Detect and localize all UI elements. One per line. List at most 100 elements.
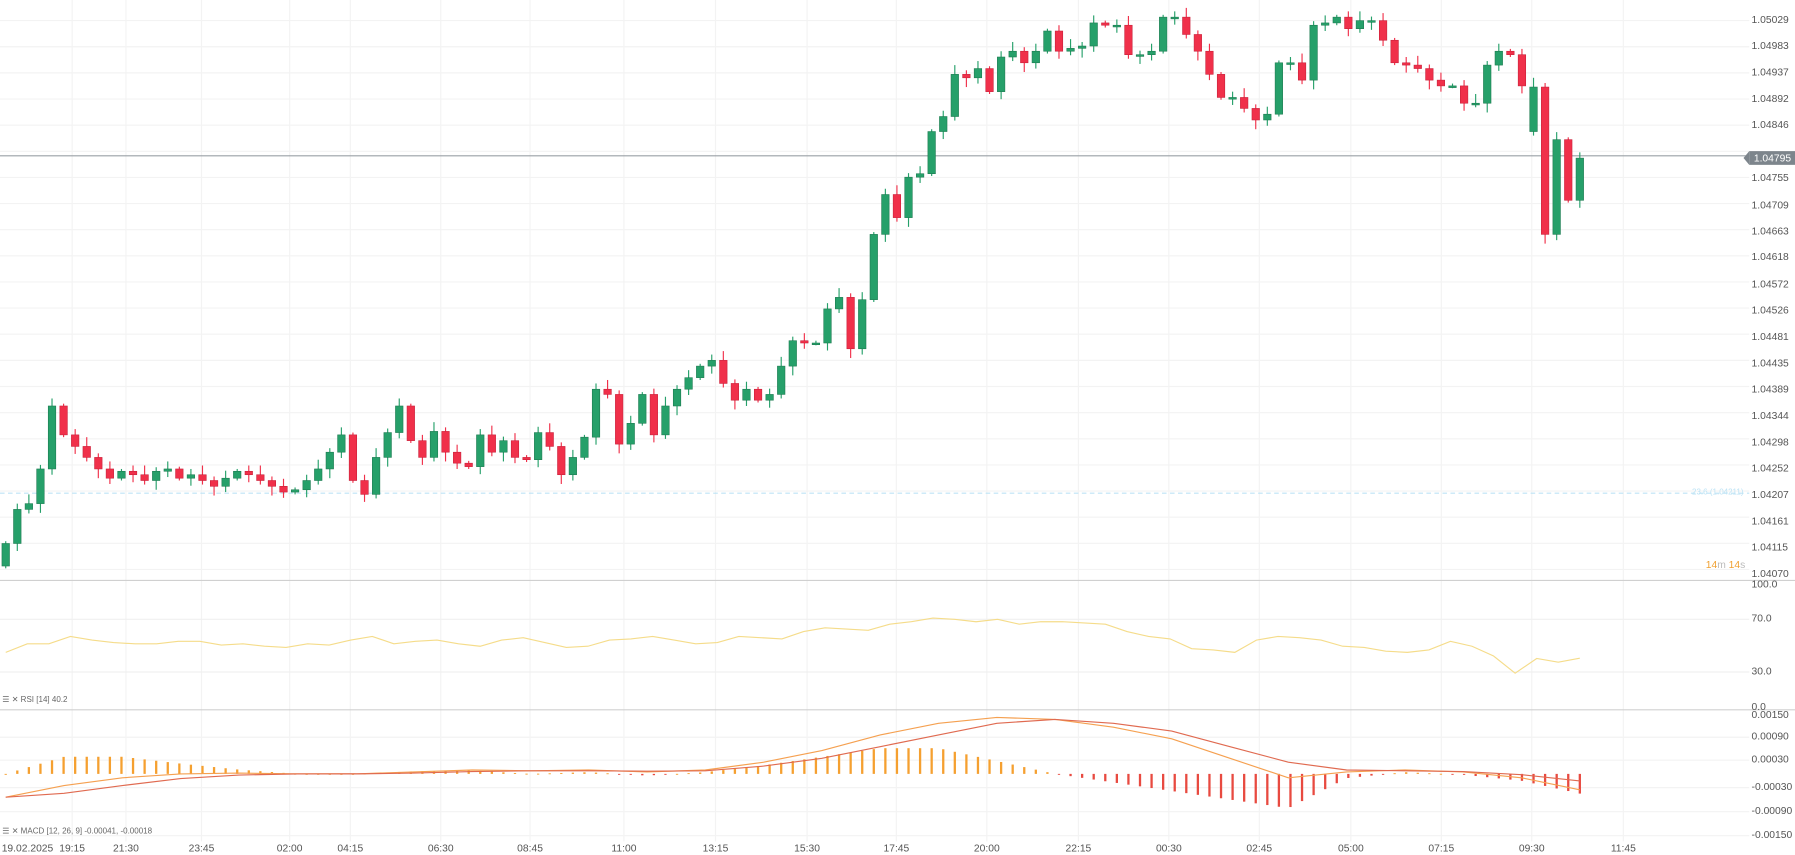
macd-histogram-bar	[1405, 772, 1408, 774]
price-tick: 1.05029	[1751, 13, 1789, 26]
macd-histogram-bar	[548, 773, 551, 775]
price-tick: 1.04937	[1751, 66, 1789, 79]
current-price-label: 1.04795	[1743, 151, 1795, 165]
macd-histogram-bar	[618, 773, 621, 775]
rsi-tick: 0.0	[1751, 700, 1766, 713]
macd-histogram-bar	[1532, 773, 1535, 784]
price-tick: 1.04207	[1751, 488, 1789, 501]
bullish-candle	[707, 360, 716, 367]
bullish-candle	[1309, 24, 1318, 81]
macd-histogram-bar	[1462, 773, 1466, 775]
settings-icon[interactable]: ☰	[2, 696, 10, 705]
macd-histogram-bar	[1243, 773, 1246, 802]
fib-level-label: 23.6 (1.04211)	[1692, 488, 1744, 497]
price-tick: 1.04344	[1751, 409, 1789, 421]
time-tick: 19.02.2025	[1, 842, 54, 855]
macd-histogram-bar	[247, 770, 250, 774]
bullish-candle	[881, 194, 890, 235]
bullish-candle	[534, 432, 543, 460]
macd-histogram-bar	[999, 761, 1003, 774]
bearish-candle	[1182, 16, 1191, 35]
settings-icon[interactable]: ☰	[2, 827, 10, 836]
macd-histogram-bar	[1358, 773, 1362, 777]
macd-histogram-bar	[1150, 773, 1153, 789]
macd-histogram-bar	[16, 770, 19, 774]
price-tick: 1.04252	[1751, 462, 1789, 475]
macd-histogram-bar	[699, 772, 702, 774]
close-icon[interactable]: ✕	[11, 696, 19, 705]
bullish-candle	[1286, 62, 1295, 65]
time-tick: 05:00	[1337, 842, 1364, 855]
bullish-candle	[973, 68, 983, 79]
macd-histogram-bar	[212, 767, 216, 774]
bearish-candle	[94, 457, 103, 470]
macd-histogram-bar	[1115, 773, 1118, 783]
time-tick: 15:30	[794, 842, 820, 855]
bullish-candle	[904, 176, 913, 218]
time-tick: 08:45	[517, 842, 543, 855]
bullish-candle	[1448, 85, 1457, 88]
bullish-candle	[337, 434, 346, 453]
price-tick: 1.04892	[1751, 92, 1789, 105]
time-tick: 04:15	[337, 842, 364, 855]
bullish-candle	[221, 477, 230, 487]
macd-histogram-bar	[1277, 773, 1281, 807]
countdown-seconds: 14	[1728, 558, 1741, 571]
bearish-candle	[406, 405, 415, 441]
time-tick: 20:00	[973, 842, 1000, 855]
rsi-tick: 30.0	[1751, 665, 1772, 677]
macd-histogram-bar	[664, 773, 667, 775]
macd-histogram-bar	[1080, 773, 1084, 778]
macd-legend[interactable]: ☰ ✕ MACD [12, 26, 9] -0.00041, -0.00018	[2, 827, 152, 836]
bearish-candle	[649, 394, 658, 436]
macd-signal-line	[5, 718, 1580, 798]
macd-histogram-bar	[884, 748, 887, 774]
macd-histogram-bar	[236, 769, 239, 774]
bullish-candle	[1089, 22, 1098, 47]
bullish-candle	[1494, 50, 1503, 66]
macd-histogram-bar	[97, 756, 100, 774]
bullish-candle	[1332, 16, 1341, 24]
bearish-candle	[1344, 16, 1353, 29]
bullish-candle	[997, 56, 1006, 92]
bullish-candle	[499, 440, 508, 453]
bearish-candle	[59, 405, 68, 436]
bearish-candle	[140, 474, 149, 481]
bearish-candle	[1390, 39, 1399, 64]
bullish-candle	[1552, 139, 1561, 235]
macd-histogram-bar	[895, 748, 899, 774]
bullish-candle	[24, 503, 33, 510]
bearish-candle	[1297, 62, 1307, 81]
close-icon[interactable]: ✕	[11, 827, 19, 836]
price-tick: 1.04389	[1751, 383, 1789, 395]
rsi-tick: 100.0	[1751, 578, 1778, 590]
time-tick: 22:15	[1065, 842, 1092, 855]
bearish-candle	[244, 470, 253, 476]
macd-histogram-bar	[756, 765, 760, 774]
macd-histogram-bar	[1254, 773, 1257, 804]
bullish-candle	[939, 116, 948, 132]
macd-tick: 0.00030	[1751, 753, 1789, 765]
bullish-candle	[1529, 86, 1538, 132]
macd-histogram-bar	[1393, 773, 1396, 775]
macd-histogram-bar	[1196, 773, 1200, 795]
macd-histogram-bar	[525, 773, 528, 775]
time-tick: 09:30	[1518, 842, 1545, 855]
time-tick: 11:45	[1610, 842, 1636, 855]
bullish-candle	[568, 457, 577, 476]
macd-histogram-bar	[1219, 773, 1223, 799]
bearish-candle	[1436, 79, 1445, 87]
price-tick: 1.04983	[1751, 40, 1789, 52]
rsi-legend[interactable]: ☰ ✕ RSI [14] 40.2	[2, 695, 67, 704]
bullish-candle	[1135, 54, 1145, 57]
macd-histogram-bar	[733, 768, 737, 774]
price-tick: 1.04115	[1751, 541, 1789, 554]
macd-tick: -0.00090	[1751, 804, 1793, 817]
bearish-candle	[1425, 68, 1434, 81]
bearish-candle	[1124, 24, 1133, 55]
bearish-candle	[1517, 54, 1527, 87]
macd-histogram-bar	[988, 759, 991, 774]
rsi-tick: 70.0	[1751, 612, 1772, 624]
